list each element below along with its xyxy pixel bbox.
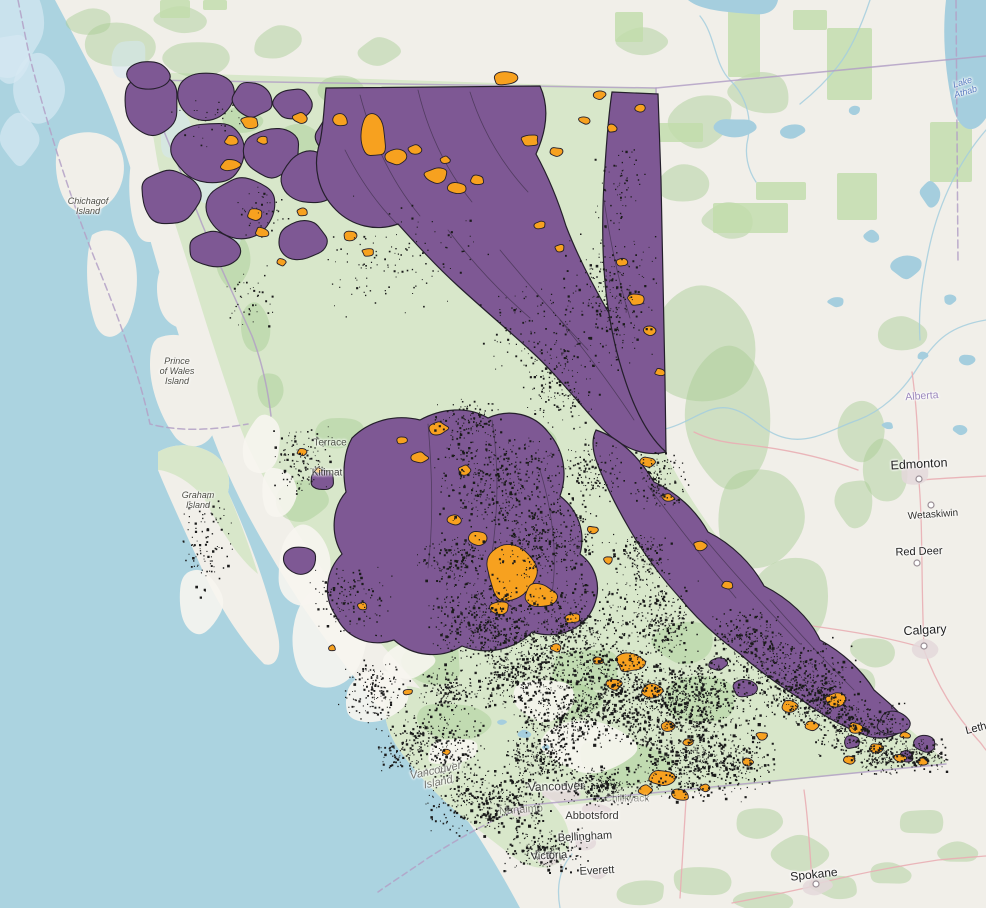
bc-island-tint: [158, 445, 570, 868]
orange-patches-layer: [220, 71, 929, 801]
roads-layer: [679, 371, 986, 904]
green-rects-layer: [160, 0, 972, 233]
point-features-layer: [171, 100, 949, 874]
forest-layer: [65, 6, 979, 908]
glacier-layer: [0, 0, 66, 167]
big-lakes-layer: [688, 0, 986, 130]
city-markers-layer: [812, 475, 935, 888]
rivers-layer: [557, 0, 986, 908]
